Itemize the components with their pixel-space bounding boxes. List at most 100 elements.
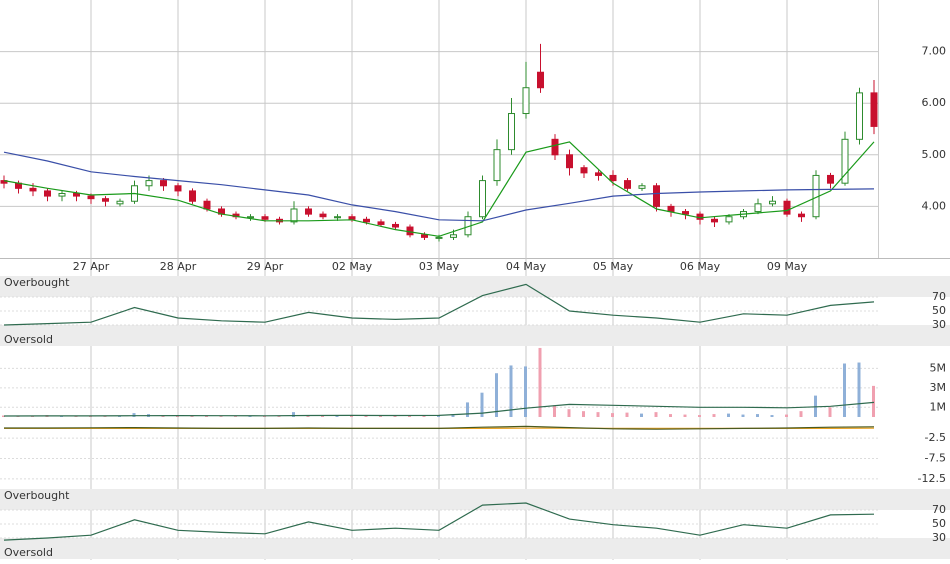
candle-body [755, 204, 761, 212]
y-tick-label: 70 [932, 503, 946, 516]
volume-bar [800, 411, 803, 417]
candle-body [59, 194, 65, 197]
x-tick-label: 05 May [593, 260, 634, 273]
y-tick-label: 7.00 [922, 45, 947, 58]
candle-body [567, 155, 573, 168]
x-tick-label: 09 May [767, 260, 808, 273]
volume-bar [742, 415, 745, 417]
volume-bar [234, 416, 237, 417]
candle-body [668, 206, 674, 211]
y-tick-label: 30 [932, 531, 946, 544]
candle-body [610, 175, 616, 180]
band [0, 276, 950, 297]
volume-bar [524, 366, 527, 417]
candle-body [726, 217, 732, 222]
y-tick-label: 1M [930, 400, 947, 413]
candle-body [364, 219, 370, 222]
candle-body [712, 219, 718, 222]
y-tick-label: -2.5 [925, 431, 946, 444]
band-label: Oversold [4, 546, 53, 559]
candle-body [697, 214, 703, 219]
y-tick-label: 70 [932, 290, 946, 303]
volume-bar [611, 413, 614, 417]
y-tick-label: 5M [930, 361, 947, 374]
candle-body [625, 181, 631, 189]
band [0, 325, 950, 346]
volume-bar [350, 416, 353, 417]
y-tick-label: 6.00 [922, 96, 947, 109]
band-label: Overbought [4, 489, 70, 502]
y-tick-label: 3M [930, 381, 947, 394]
band [0, 538, 950, 559]
candle-body [538, 72, 544, 87]
candle-body [799, 214, 805, 217]
x-tick-label: 27 Apr [73, 260, 110, 273]
x-tick-label: 06 May [680, 260, 721, 273]
x-tick-label: 29 Apr [247, 260, 284, 273]
candle-body [857, 93, 863, 139]
x-tick-label: 28 Apr [160, 260, 197, 273]
volume-bar [336, 416, 339, 417]
candle-body [552, 139, 558, 154]
candle-body [683, 212, 689, 215]
volume-bar [858, 363, 861, 417]
y-tick-label: 50 [932, 304, 946, 317]
candle-body [117, 201, 123, 204]
candle-body [204, 201, 210, 209]
y-tick-label: -7.5 [925, 451, 946, 464]
candle-body [320, 214, 326, 217]
candle-body [639, 186, 645, 189]
candle-body [88, 196, 94, 199]
candle-body [581, 168, 587, 173]
volume-bar [640, 414, 643, 417]
y-tick-label: 4.00 [922, 199, 947, 212]
volume-bar [553, 405, 556, 417]
volume-bar [582, 411, 585, 417]
band-label: Overbought [4, 276, 70, 289]
candle-body [146, 181, 152, 186]
x-tick-label: 04 May [506, 260, 547, 273]
band [0, 489, 950, 510]
y-tick-label: 50 [932, 517, 946, 530]
candle-body [74, 194, 80, 197]
volume-bar [669, 414, 672, 417]
candle-body [393, 224, 399, 227]
volume-bar [829, 407, 832, 417]
y-tick-label: 5.00 [922, 148, 947, 161]
volume-bar [713, 414, 716, 417]
candle-body [45, 191, 51, 196]
candle-body [190, 191, 196, 201]
volume-bar [466, 402, 469, 417]
y-tick-label: -12.5 [918, 472, 946, 485]
volume-bar [655, 412, 658, 417]
candle-body [262, 217, 268, 220]
volume-bar [727, 414, 730, 417]
candle-body [349, 217, 355, 220]
x-tick-label: 03 May [419, 260, 460, 273]
candle-body [654, 186, 660, 207]
candle-body [596, 173, 602, 176]
candle-body [523, 88, 529, 114]
candle-body [306, 209, 312, 214]
volume-bar [597, 412, 600, 417]
band-label: Oversold [4, 333, 53, 346]
candle-body [175, 186, 181, 191]
candle-body [335, 217, 341, 218]
candle-body [784, 201, 790, 214]
volume-bar [698, 415, 701, 417]
volume-bar [133, 413, 136, 417]
candle-body [422, 235, 428, 238]
candle-body [451, 235, 457, 238]
candle-body [770, 201, 776, 204]
candle-body [436, 237, 442, 238]
volume-bar [756, 414, 759, 417]
volume-bar [771, 415, 774, 417]
y-tick-label: 30 [932, 318, 946, 331]
candle-body [509, 114, 515, 150]
candle-body [248, 217, 254, 218]
candle-body [871, 93, 877, 127]
volume-bar [495, 373, 498, 417]
candle-body [291, 209, 297, 222]
